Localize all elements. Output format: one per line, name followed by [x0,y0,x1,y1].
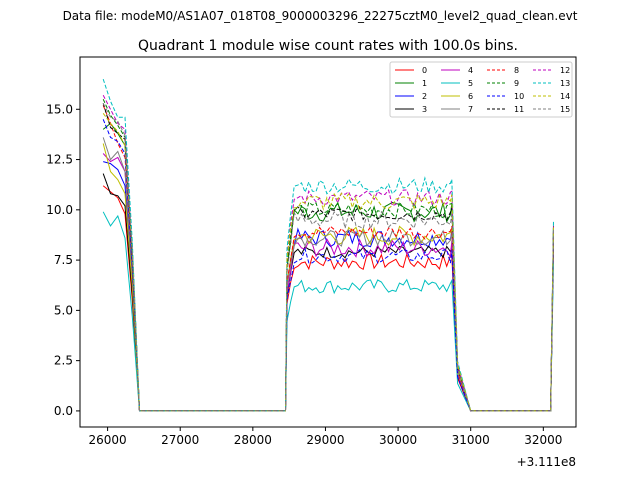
chart-title: Quadrant 1 module wise count rates with … [138,38,518,54]
legend-label: 3 [422,105,427,114]
series-line-1 [102,122,554,412]
x-offset-label: +3.111e8 [517,455,576,469]
legend-item-15: 15 [533,105,570,114]
series-line-10 [102,119,554,412]
series-line-8 [102,105,554,412]
legend-label: 0 [422,66,427,75]
legend-label: 4 [468,66,473,75]
y-tick-label: 15.0 [46,102,73,116]
x-tick-label: 28000 [234,433,272,447]
legend-item-11: 11 [487,105,524,114]
y-tick-label: 10.0 [46,203,73,217]
series-line-12 [102,94,554,412]
y-tick-label: 0.0 [54,404,73,418]
series-line-14 [102,113,554,412]
series-line-11 [102,103,554,412]
series-line-0 [102,185,554,412]
legend-label: 2 [422,92,427,101]
legend-label: 5 [468,79,473,88]
series-line-15 [102,103,554,412]
legend-item-10: 10 [487,92,524,101]
legend-item-4: 4 [441,66,473,75]
legend-label: 12 [560,66,570,75]
legend-item-9: 9 [487,79,519,88]
y-tick-label: 12.5 [46,153,73,167]
legend-label: 7 [468,105,473,114]
x-tick-label: 26000 [89,433,127,447]
legend-box [389,61,573,118]
series-line-6 [102,143,554,412]
legend-item-12: 12 [533,66,570,75]
series-line-2 [103,161,554,412]
legend-label: 1 [422,79,427,88]
legend-item-6: 6 [441,92,473,101]
legend-label: 15 [560,105,570,114]
legend-item-1: 1 [395,79,427,88]
legend-item-5: 5 [441,79,473,88]
legend-item-0: 0 [395,66,427,75]
legend-label: 10 [514,92,524,101]
y-tick-label: 2.5 [54,354,73,368]
series-line-13 [102,78,554,412]
legend-item-7: 7 [441,105,473,114]
series-line-7 [102,137,554,412]
x-tick-label: 27000 [161,433,199,447]
legend-label: 8 [514,66,519,75]
y-axis: 0.0 2.5 5.0 7.5 10.0 12.5 15.0 [46,102,80,418]
legend-label: 13 [560,79,570,88]
axes-frame [79,56,577,428]
x-tick-label: 31000 [452,433,490,447]
x-tick-label: 30000 [379,433,417,447]
suptitle: Data file: modeM0/AS1A07_018T08_90000032… [63,9,578,23]
legend-item-13: 13 [533,79,570,88]
series-line-3 [102,173,554,412]
legend-item-8: 8 [487,66,519,75]
x-axis: 26000 27000 28000 29000 30000 31000 32000 [89,427,562,447]
x-tick-label: 29000 [306,433,344,447]
y-tick-label: 7.5 [54,253,73,267]
x-tick-label: 32000 [524,433,562,447]
plot-area [102,78,554,412]
series-line-9 [102,98,554,412]
legend-label: 11 [514,105,524,114]
legend-item-3: 3 [395,105,427,114]
y-tick-label: 5.0 [54,303,73,317]
legend-label: 6 [468,92,473,101]
legend-item-2: 2 [395,92,427,101]
series-line-5 [102,211,554,412]
legend-label: 14 [560,92,570,101]
legend-label: 9 [514,79,519,88]
legend-item-14: 14 [533,92,570,101]
